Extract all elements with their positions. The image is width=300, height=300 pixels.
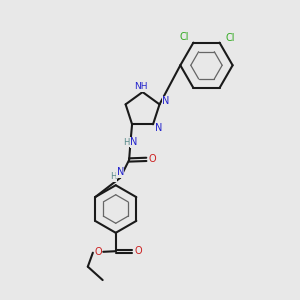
Text: NH: NH <box>134 82 148 91</box>
Text: N: N <box>116 167 124 178</box>
Text: Cl: Cl <box>225 33 235 43</box>
Text: H: H <box>123 138 129 147</box>
Text: O: O <box>148 154 156 164</box>
Text: N: N <box>155 123 163 133</box>
Text: Cl: Cl <box>180 32 189 42</box>
Text: N: N <box>162 96 170 106</box>
Text: O: O <box>94 247 102 256</box>
Text: O: O <box>134 246 142 256</box>
Text: N: N <box>130 137 138 147</box>
Text: H: H <box>110 172 116 181</box>
